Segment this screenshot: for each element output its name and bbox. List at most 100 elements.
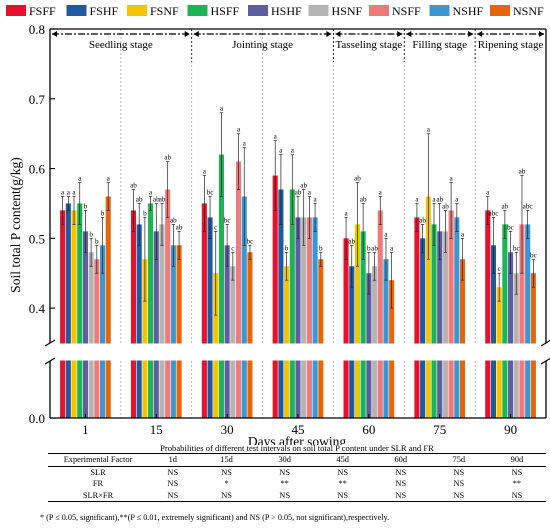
bar-hsnf-45 — [301, 217, 307, 418]
sig-letter-nsnf-45: b — [319, 244, 323, 252]
table-cell: 30d — [255, 453, 314, 467]
bar-fsnf-1 — [71, 210, 77, 418]
table-cell: ** — [338, 479, 347, 488]
sig-letter-nsnf-30: bc — [247, 237, 254, 245]
table-row-header: SLR — [90, 467, 106, 477]
significance-table: Experimental Factor 1d 15d 30d 45d 60d 75d 90d S… — [48, 453, 546, 502]
legend-swatch-fsnf — [127, 5, 147, 16]
bar-fshf-1 — [65, 203, 71, 418]
sig-letter-nshf-60: a — [384, 230, 388, 238]
axis-break-mark — [44, 357, 56, 365]
sig-letter-fshf-30: bc — [207, 188, 214, 196]
legend-swatch-fsff — [6, 5, 26, 16]
sig-letter-fshf-60: ab — [348, 237, 355, 245]
bar-hsff-15 — [148, 203, 154, 418]
bar-nsnf-30 — [247, 252, 253, 418]
legend: FSFF FSHF FSNF HSFF HSHF HSNF NSFF NSHF NSNF — [6, 4, 544, 18]
x-tick-label-15: 15 — [150, 422, 163, 437]
bar-nsnf-75 — [459, 259, 466, 418]
stage-arrow-left — [335, 31, 341, 37]
sig-letter-nsnf-90: bc — [530, 251, 537, 259]
x-axis-label: Days after sowing — [248, 434, 346, 445]
table-cell: NS — [313, 489, 372, 502]
bar-nsnf-1 — [105, 196, 111, 418]
bar-hsff-60 — [360, 231, 366, 418]
table-cell: NS — [279, 467, 290, 477]
legend-swatch-hsff — [187, 5, 208, 16]
bar-nshf-1 — [99, 245, 106, 418]
sig-letter-fsnf-15: b — [143, 209, 147, 217]
sig-letter-hsnf-1: b — [89, 230, 93, 238]
sig-letter-fsnf-60: ab — [354, 175, 361, 183]
bar-hshf-75 — [437, 231, 443, 418]
sig-letter-hsff-75: a — [432, 195, 436, 203]
axis-break-mark — [540, 339, 550, 347]
sig-letter-nshf-15: ab — [170, 216, 177, 224]
sig-letter-nsff-60: a — [379, 188, 383, 196]
bar-nsff-45 — [306, 217, 312, 418]
sig-letter-fsff-60: a — [344, 209, 348, 217]
sig-letter-fsff-45: a — [274, 133, 278, 141]
bar-fshf-90 — [490, 245, 497, 418]
table-row: FR NS * ** ** NS NS ** — [48, 478, 546, 490]
x-tick-label-75: 75 — [433, 422, 446, 437]
sig-letter-hshf-90: bc — [507, 223, 514, 231]
bar-hsnf-30 — [230, 266, 236, 418]
sig-letter-nshf-45: a — [313, 195, 317, 203]
table-cell: NS — [371, 489, 430, 502]
bar-hsff-90 — [502, 224, 508, 418]
bar-nsff-15 — [165, 189, 171, 418]
sig-letter-hsff-1: a — [78, 175, 82, 183]
sig-letter-nsff-1: b — [95, 237, 99, 245]
sig-letter-nshf-75: a — [455, 195, 459, 203]
bar-hshf-45 — [295, 217, 301, 418]
x-tick-label-60: 60 — [362, 422, 375, 437]
bar-fsnf-15 — [142, 259, 148, 418]
table-cell: NS — [167, 479, 179, 488]
table-cell: NS — [395, 479, 407, 488]
y-tick-label: 0.4 — [29, 301, 46, 316]
table-cell: NS — [148, 489, 198, 502]
bar-fshf-30 — [207, 217, 213, 418]
table-cell: NS — [453, 479, 465, 488]
table-header-row: Experimental Factor 1d 15d 30d 45d 60d 75d 90d — [48, 453, 546, 467]
sig-letter-nshf-30: a — [243, 140, 247, 148]
y-axis-label: Soil total P content(g/kg) — [8, 157, 23, 293]
bar-nshf-75 — [454, 217, 460, 418]
stage-arrow-left — [193, 31, 199, 37]
table-cell: NS — [487, 489, 546, 502]
sig-letter-nsff-15: ab — [164, 154, 171, 162]
sig-letter-nsnf-60: a — [390, 244, 394, 252]
sig-letter-hsff-30: a — [220, 105, 224, 113]
y-tick-label: 0.6 — [29, 162, 46, 177]
sig-letter-hshf-60: b — [367, 244, 371, 252]
axis-break-mark — [44, 339, 56, 347]
sig-letter-hshf-75: ab — [436, 195, 443, 203]
sig-letter-nsnf-15: ab — [176, 223, 183, 231]
legend-swatch-nsff — [369, 5, 389, 16]
error-bars — [61, 112, 535, 316]
sig-letter-fsnf-45: b — [285, 244, 289, 252]
bar-hsnf-75 — [442, 231, 448, 418]
stage-arrow-left — [52, 31, 57, 37]
sig-letter-hsnf-90: bc — [513, 244, 520, 252]
table-row-header: FR — [92, 479, 104, 488]
sig-letter-nsnf-75: a — [461, 230, 465, 238]
sig-letter-fshf-75: ab — [419, 216, 426, 224]
table-cell: ** — [280, 479, 289, 488]
stage-arrow-right — [326, 31, 332, 37]
legend-swatch-nsnf — [490, 5, 510, 16]
stage-label: Jointing stage — [232, 39, 293, 51]
table-cell: 45d — [313, 453, 372, 467]
legend-label-fshf: FSHF — [90, 4, 119, 18]
sig-letter-nshf-1: b — [101, 209, 105, 217]
legend-label-nshf: NSHF — [453, 4, 484, 18]
table-cell: ** — [512, 479, 522, 488]
bar-nsff-60 — [377, 210, 383, 418]
table-cell: NS — [255, 489, 314, 502]
bar-fshf-75 — [420, 238, 426, 418]
table-cell: 75d — [429, 453, 488, 467]
axes: 0.0 0.4 0.5 0.6 0.7 0.8 1 15 30 45 60 75 90 — [29, 22, 550, 437]
bar-fshf-60 — [349, 266, 355, 418]
sig-letter-hshf-1: b — [84, 202, 88, 210]
